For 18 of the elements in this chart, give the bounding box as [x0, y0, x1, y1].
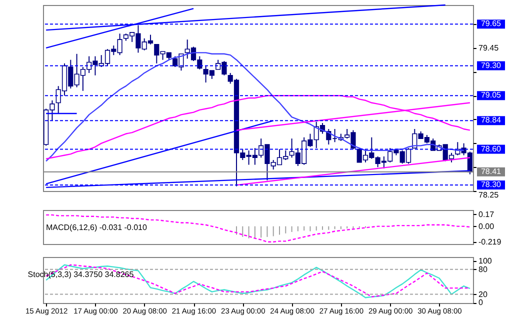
y-tick-label: 80: [478, 264, 488, 274]
line-series: [45, 214, 471, 242]
ref-line-label: 78.84: [480, 116, 502, 125]
y-tick-label: 100: [478, 256, 492, 266]
y-tick-label: 0: [478, 298, 484, 308]
y-tick-label: -0.219: [478, 237, 502, 246]
ref-line-label: 79.30: [480, 60, 502, 70]
ref-line-label: 79.65: [480, 19, 502, 28]
y-tick-label: 0.00: [478, 222, 495, 231]
text: MACD(6,12,6) -0.031 -0.010: [46, 223, 148, 232]
ref-line-label: 79.05: [480, 90, 502, 100]
y-tick-label: 0.17: [478, 210, 495, 219]
ref-line-label: 78.60: [480, 144, 502, 154]
ref-line-label: 78.41: [480, 166, 502, 176]
ref-line-label: 78.30: [480, 180, 502, 190]
y-tick-label: 78.25: [478, 190, 500, 200]
y-tick-label: 20: [478, 290, 488, 299]
y-tick-label: 79.45: [478, 43, 500, 52]
